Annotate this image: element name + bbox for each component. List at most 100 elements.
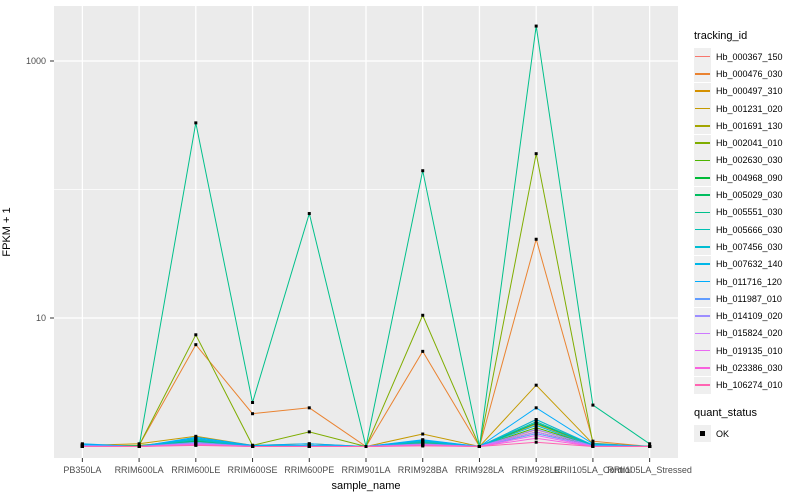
legend-key-swatch	[694, 82, 711, 100]
data-point	[534, 24, 538, 28]
y-tick-label: 1000	[25, 56, 46, 66]
legend-line-icon	[695, 384, 710, 387]
legend-item: Hb_015824_020	[694, 324, 800, 342]
legend-item: Hb_011987_010	[694, 290, 800, 308]
data-point	[421, 432, 425, 436]
legend-item: Hb_001691_130	[694, 117, 800, 135]
data-point	[534, 237, 538, 241]
data-point	[307, 406, 311, 410]
x-tick-label: RRIM928LA	[454, 465, 504, 475]
x-axis-title: sample_name	[331, 480, 401, 492]
data-point	[307, 212, 311, 216]
data-point	[534, 420, 538, 424]
legend-label: Hb_014109_020	[716, 311, 783, 322]
legend-label: Hb_000367_150	[716, 51, 783, 62]
legend-line-icon	[695, 349, 710, 352]
legend-label: Hb_005666_030	[716, 224, 783, 235]
data-point	[591, 439, 595, 443]
data-point	[421, 349, 425, 353]
data-point	[534, 426, 538, 430]
legend-key-swatch	[694, 134, 711, 152]
legend-item: Hb_005551_030	[694, 203, 800, 221]
legend-item: Hb_002630_030	[694, 151, 800, 169]
legend-label: Hb_019135_010	[716, 345, 783, 356]
legend-line-icon	[695, 73, 710, 75]
legend-line-icon	[695, 315, 710, 317]
legend-item: Hb_001231_020	[694, 100, 800, 118]
legend-key-swatch	[694, 307, 711, 325]
data-point	[251, 400, 255, 404]
data-point	[534, 383, 538, 387]
legend-item-quant-ok: OK	[694, 425, 800, 443]
x-tick-label: PB350LA	[63, 465, 102, 475]
x-tick-label: RRII105LA_Stressed	[607, 465, 692, 475]
data-point	[648, 445, 652, 448]
data-point	[534, 432, 538, 436]
legend-line-icon	[695, 107, 710, 110]
legend-line-icon	[695, 194, 710, 196]
legend-label: OK	[716, 428, 730, 439]
data-point	[534, 406, 538, 410]
x-tick-label: RRIM600PE	[284, 465, 335, 475]
legend-line-icon	[695, 142, 710, 144]
legend-title-quant-status: quant_status	[694, 406, 757, 419]
legend-key-swatch	[694, 186, 711, 204]
x-tick-label: RRIM600SE	[227, 465, 278, 475]
legend-label: Hb_000497_310	[716, 86, 783, 97]
data-point	[534, 427, 538, 431]
legend-item: Hb_000367_150	[694, 48, 800, 66]
x-tick-label: RRIM901LA	[341, 465, 391, 475]
legend-line-icon	[695, 263, 710, 265]
legend-label: Hb_015824_020	[716, 328, 783, 339]
legend-label: Hb_001231_020	[716, 103, 783, 114]
legend-key-swatch	[694, 255, 711, 273]
data-point	[534, 430, 538, 434]
legend-item: Hb_014109_020	[694, 307, 800, 325]
axis-ticks	[50, 60, 651, 462]
data-point	[421, 438, 425, 442]
x-tick-label: RRIM928LE	[511, 465, 561, 475]
legend-key-swatch	[694, 48, 711, 66]
legend-line-icon	[695, 125, 710, 127]
data-point	[307, 445, 311, 448]
legend-key-swatch	[694, 376, 711, 394]
legend-title-tracking-id: tracking_id	[694, 30, 748, 42]
legend-line-icon	[695, 176, 710, 179]
quant-ok-key	[694, 425, 711, 443]
data-point	[534, 436, 538, 440]
data-point	[534, 433, 538, 437]
data-point	[477, 445, 481, 448]
data-point	[251, 412, 255, 416]
legend-line-icon	[695, 159, 710, 162]
legend-line-icon	[695, 367, 710, 369]
legend-series-list: Hb_000367_150 Hb_000476_030 Hb_000497_310 H…	[694, 48, 800, 394]
legend-item: Hb_000497_310	[694, 82, 800, 100]
legend-label: Hb_004968_090	[716, 172, 783, 183]
legend-key-swatch	[694, 221, 711, 239]
legend-item: Hb_004968_090	[694, 169, 800, 187]
legend-label: Hb_007632_140	[716, 259, 783, 270]
legend-key-swatch	[694, 100, 711, 118]
legend-line-icon	[695, 332, 710, 335]
data-point	[534, 440, 538, 444]
legend-label: Hb_007456_030	[716, 241, 783, 252]
data-point	[307, 442, 311, 446]
legend-line-icon	[695, 280, 710, 283]
legend-key-swatch	[694, 359, 711, 377]
legend: tracking_id Hb_000367_150 Hb_000476_030 Hb…	[694, 30, 800, 443]
data-point	[648, 442, 652, 446]
legend-item: Hb_000476_030	[694, 65, 800, 83]
data-point	[137, 445, 141, 448]
data-point	[137, 442, 141, 446]
legend-item: Hb_023386_030	[694, 359, 800, 377]
legend-label: Hb_000476_030	[716, 68, 783, 79]
legend-label: Hb_011987_010	[716, 293, 782, 304]
data-point	[364, 445, 368, 448]
legend-item: Hb_019135_010	[694, 342, 800, 360]
legend-key-swatch	[694, 324, 711, 342]
legend-label: Hb_106274_010	[716, 380, 783, 391]
legend-item: Hb_106274_010	[694, 376, 800, 394]
y-axis-title: FPKM + 1	[1, 207, 13, 257]
legend-key-swatch	[694, 342, 711, 360]
